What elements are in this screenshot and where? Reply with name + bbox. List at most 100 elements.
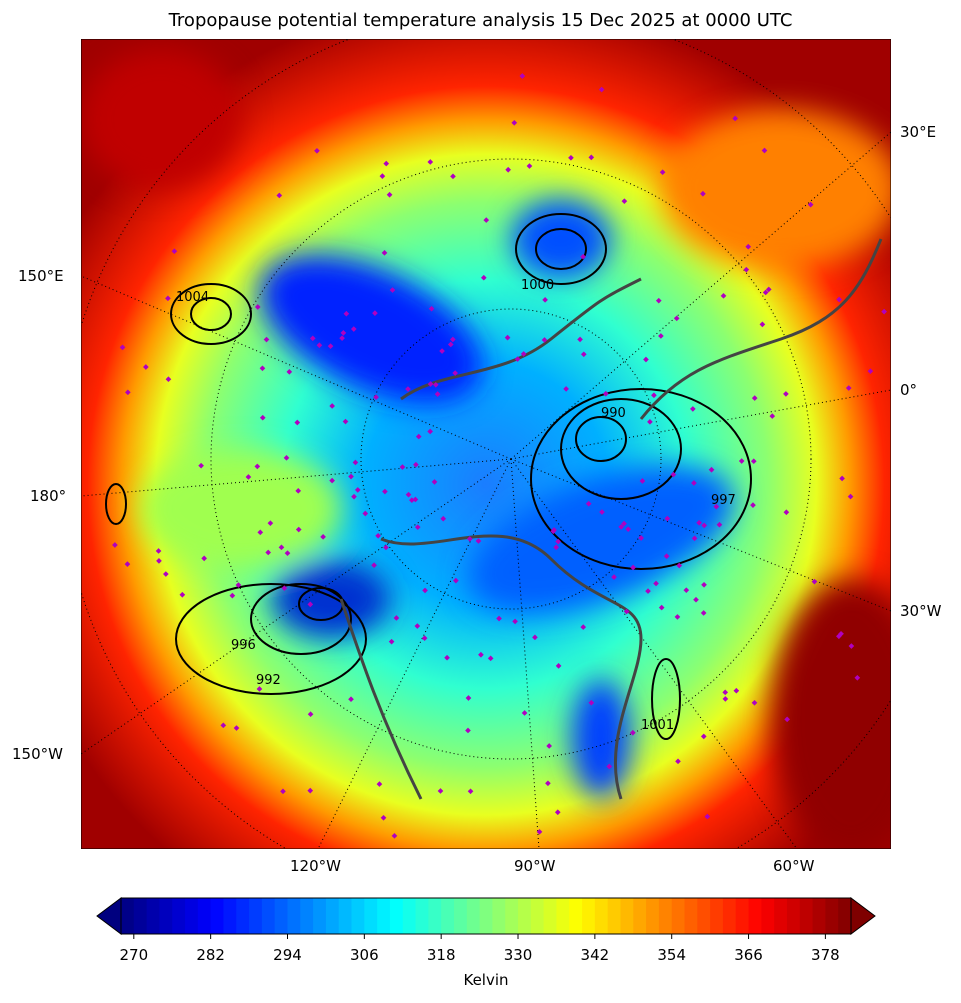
colorbar-bin (377, 898, 391, 934)
station-marker (380, 814, 387, 821)
colorbar-bin (684, 898, 698, 934)
station-marker (483, 217, 490, 223)
colorbar-bin (325, 898, 340, 934)
station-marker (427, 428, 433, 435)
station-marker (811, 578, 818, 585)
station-marker (343, 310, 350, 317)
station-marker (295, 526, 302, 533)
station-marker (751, 395, 758, 401)
colorbar-bin (313, 898, 327, 934)
station-marker (405, 491, 412, 498)
contour (651, 658, 681, 740)
station-marker (452, 370, 458, 376)
station-marker (580, 624, 587, 630)
station-marker (553, 544, 560, 551)
lon-label-90w: 90°W (514, 857, 556, 875)
station-marker (693, 596, 699, 603)
colorbar-bin (722, 898, 737, 934)
station-marker (526, 163, 533, 169)
station-marker (437, 788, 444, 794)
station-marker (713, 503, 720, 510)
station-marker (233, 725, 240, 731)
station-marker (283, 455, 290, 461)
coastlines (339, 238, 883, 800)
colorbar-bin (556, 898, 570, 934)
station-marker (630, 564, 636, 571)
station-marker (732, 115, 739, 122)
colorbar-bin (389, 898, 404, 934)
station-marker (700, 733, 707, 740)
station-marker (413, 461, 419, 468)
station-marker (722, 696, 729, 702)
station-marker (750, 502, 756, 508)
colorbar-bin (658, 898, 673, 934)
colorbar-bin (825, 898, 839, 934)
contour (190, 297, 232, 331)
station-marker (541, 337, 548, 343)
colorbar-bin (530, 898, 545, 934)
station-marker (542, 297, 548, 303)
station-marker (254, 304, 261, 310)
station-marker (427, 381, 434, 387)
station-marker (647, 419, 653, 425)
station-marker (512, 618, 518, 625)
station-marker (602, 390, 609, 397)
contour-label: 997 (711, 493, 736, 508)
station-marker (440, 515, 447, 522)
colorbar-bin (364, 898, 378, 934)
station-marker (676, 562, 683, 569)
station-marker (520, 351, 527, 357)
colorbar-tick-label: 378 (811, 946, 840, 964)
station-marker (599, 509, 605, 515)
station-marker (201, 555, 207, 562)
station-marker (307, 711, 314, 718)
colorbar-bin (505, 898, 519, 934)
station-marker (848, 643, 855, 649)
station-marker (434, 391, 441, 397)
colorbar-bin (197, 898, 212, 934)
station-marker (165, 295, 171, 302)
station-marker (750, 458, 757, 465)
station-marker (320, 534, 326, 540)
station-marker (623, 608, 630, 615)
station-marker (691, 535, 698, 542)
colorbar-label: Kelvin (463, 971, 509, 989)
station-marker (119, 344, 126, 351)
station-marker (351, 493, 357, 500)
station-marker (675, 758, 681, 765)
station-marker (546, 743, 552, 749)
station-marker (765, 286, 772, 293)
station-marker (550, 528, 557, 535)
station-marker (475, 538, 482, 544)
lon-label-30w: 30°W (900, 602, 942, 620)
station-marker (663, 553, 670, 560)
station-marker (431, 479, 438, 485)
station-marker (386, 191, 393, 198)
station-marker (427, 159, 434, 165)
station-marker (588, 699, 595, 706)
lon-label-180: 180° (30, 487, 67, 505)
station-marker (373, 394, 379, 401)
station-marker (362, 510, 369, 517)
station-marker (847, 493, 854, 500)
station-marker (421, 635, 428, 641)
station-marker (783, 509, 790, 516)
station-marker (256, 686, 263, 692)
station-marker (670, 471, 677, 478)
station-marker (536, 828, 543, 835)
station-marker (658, 604, 665, 611)
contour-label: 1004 (176, 290, 209, 305)
colorbar-tick-label: 366 (734, 946, 763, 964)
colorbar-bin (351, 898, 365, 934)
station-marker (762, 289, 769, 296)
colorbar-bin (185, 898, 199, 934)
station-marker (691, 480, 697, 486)
station-marker (265, 549, 272, 556)
colorbar-bin (838, 898, 852, 934)
lon-label-150e: 150°E (18, 267, 64, 285)
station-marker (720, 292, 727, 299)
colorbar-bin (236, 898, 250, 934)
contour-label: 1001 (641, 718, 674, 733)
colorbar-bin (518, 898, 532, 934)
station-marker (487, 655, 494, 662)
